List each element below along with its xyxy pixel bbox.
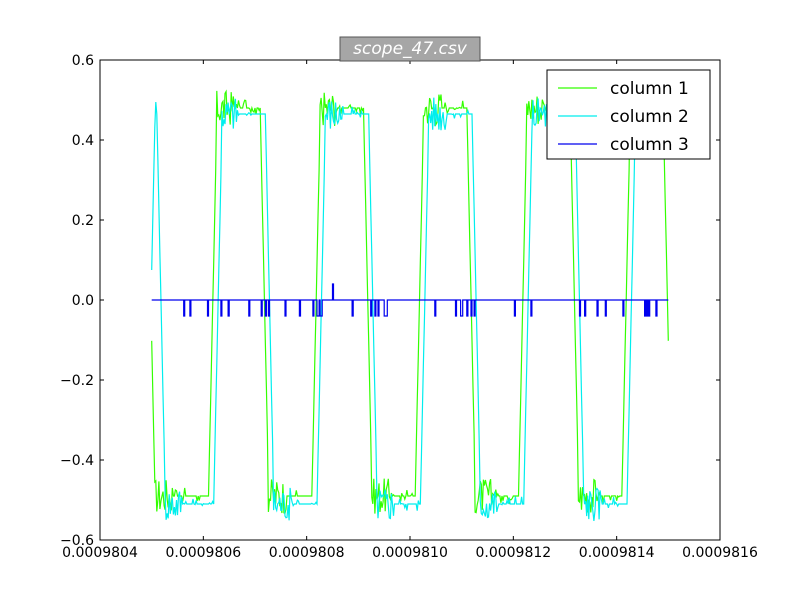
series-layer [151,89,669,521]
legend-label-3: column 3 [610,135,689,155]
y-tick-label: 0.0 [72,293,94,309]
legend-label-2: column 2 [610,107,689,127]
title-text: scope_47.csv [353,39,468,59]
x-tick-label: 0.0009808 [269,545,345,561]
y-tick-label: −0.2 [60,373,94,389]
x-tick-label: 0.0009814 [579,545,655,561]
series-line-1 [151,89,669,515]
title-box [339,36,481,62]
legend-label-1: column 1 [610,79,689,99]
x-tick-label: 0.0009810 [372,545,448,561]
y-tick-label: 0.6 [72,53,94,69]
y-tick-label: 0.2 [72,213,94,229]
y-tick-label: −0.6 [60,533,94,549]
series-line-3 [151,283,669,317]
legend: column 1 column 2 column 3 [546,69,711,160]
y-tick-label: −0.4 [60,453,94,469]
y-tick-label: 0.4 [72,133,94,149]
series-line-2 [151,95,669,521]
x-tick-label: 0.0009812 [475,545,551,561]
y-axis: 0.6 0.4 0.2 0.0 −0.2 −0.4 −0.6 [60,53,720,549]
x-tick-label: 0.0009816 [682,545,758,561]
chart-title: scope_47.csv [339,36,481,62]
x-axis: 0.0009804 0.0009806 0.0009808 0.0009810 0.00… [62,60,758,561]
x-tick-label: 0.0009806 [165,545,241,561]
x-tick-label: 0.0009804 [62,545,138,561]
